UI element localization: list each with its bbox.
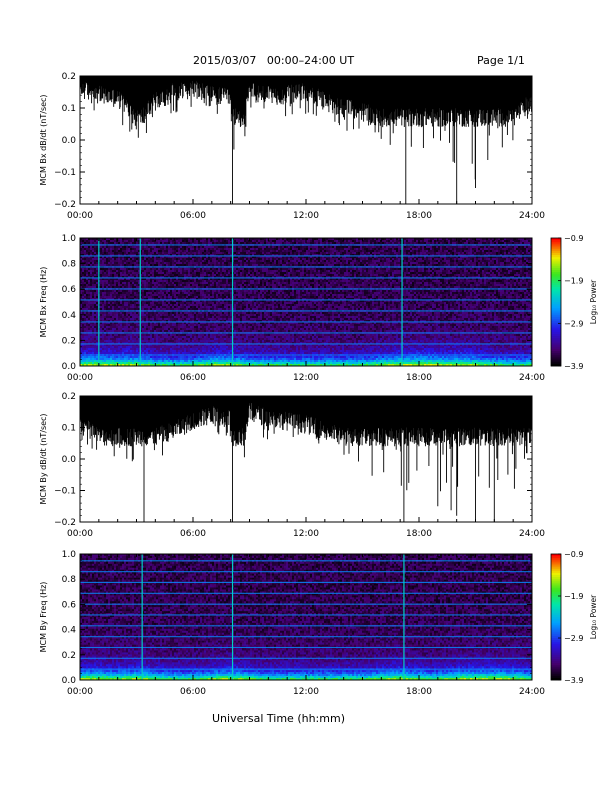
- panel-bx-spectrogram: −0.9 −1.9 −2.9 −3.9 Log₁₀ Power 00:00 06:00 12:…: [39, 234, 598, 383]
- waveform-path: [80, 73, 532, 204]
- x-tick-label: 24:00: [519, 687, 545, 697]
- y-tick-label: 0.4: [62, 626, 77, 636]
- x-tick-label: 18:00: [406, 373, 432, 383]
- waveform-path: [80, 393, 532, 522]
- y-tick-label: 0.1: [62, 424, 76, 434]
- y-tick-label: 1.0: [62, 550, 77, 560]
- x-tick-label: 00:00: [67, 687, 93, 697]
- y-axis-label: MCM By dB/dt (nT/sec): [39, 413, 48, 504]
- x-tick-label: 12:00: [293, 373, 319, 383]
- y-tick-label: 0.8: [62, 260, 77, 270]
- x-tick-label: 00:00: [67, 529, 93, 539]
- x-tick-label: 06:00: [180, 373, 206, 383]
- y-tick-label: 0.0: [62, 136, 77, 146]
- y-tick-label: 0.0: [62, 676, 77, 686]
- x-axis-label: Universal Time (hh:mm): [212, 712, 345, 725]
- y-tick-label: 0.8: [62, 575, 77, 585]
- x-tick-label: 06:00: [180, 529, 206, 539]
- spectrogram-image: [80, 238, 532, 366]
- y-tick-label: 0.6: [62, 285, 77, 295]
- y-tick-label: 0.2: [62, 651, 76, 661]
- y-tick-label: 0.4: [62, 311, 77, 321]
- colorbar-tick-label: −3.9: [564, 362, 583, 371]
- x-tick-label: 06:00: [180, 211, 206, 221]
- x-tick-label: 12:00: [293, 211, 319, 221]
- y-tick-label: 0.6: [62, 600, 77, 610]
- colorbar: −0.9 −1.9 −2.9 −3.9 Log₁₀ Power: [551, 234, 598, 371]
- y-tick-label: 0.2: [62, 72, 76, 82]
- y-tick-label: −0.1: [54, 487, 76, 497]
- x-tick-label: 00:00: [67, 211, 93, 221]
- figure-canvas: 00:00 06:00 12:00 18:00 24:00 0.2 0.1 0.0 −0.1 −0…: [0, 0, 612, 792]
- colorbar-tick-label: −0.9: [564, 234, 583, 243]
- panel-bx-waveform: 00:00 06:00 12:00 18:00 24:00 0.2 0.1 0.0 −0.1 −0…: [39, 72, 545, 221]
- x-tick-label: 24:00: [519, 211, 545, 221]
- waveform-trace: [80, 73, 532, 204]
- x-tick-label: 18:00: [406, 211, 432, 221]
- x-tick-label: 18:00: [406, 687, 432, 697]
- x-tick-label: 00:00: [67, 373, 93, 383]
- spectrogram-image: [80, 554, 532, 680]
- waveform-trace: [80, 393, 532, 522]
- colorbar-tick-label: −3.9: [564, 676, 583, 685]
- x-tick-label: 06:00: [180, 687, 206, 697]
- x-tick-label: 24:00: [519, 529, 545, 539]
- colorbar-tick-label: −1.9: [564, 277, 583, 286]
- y-axis-label: MCM Bx Freq (Hz): [39, 267, 48, 338]
- panel-by-waveform: 00:00 06:00 12:00 18:00 24:00 0.2 0.1 0.0 −0.1 −0…: [39, 392, 545, 539]
- y-axis-label: MCM By Freq (Hz): [39, 582, 48, 653]
- y-tick-label: 0.1: [62, 104, 76, 114]
- colorbar-tick-label: −2.9: [564, 319, 583, 328]
- panel-by-spectrogram: −0.9 −1.9 −2.9 −3.9 Log₁₀ Power 00:00 06:00 12:…: [39, 550, 598, 697]
- y-tick-label: −0.2: [54, 518, 76, 528]
- y-tick-label: 0.2: [62, 392, 76, 402]
- colorbar-tick-label: −1.9: [564, 592, 583, 601]
- colorbar-tick-label: −0.9: [564, 550, 583, 559]
- colorbar: −0.9 −1.9 −2.9 −3.9 Log₁₀ Power: [551, 550, 598, 685]
- colorbar-label: Log₁₀ Power: [589, 594, 598, 639]
- y-tick-label: −0.1: [54, 168, 76, 178]
- y-tick-label: −0.2: [54, 200, 76, 210]
- y-tick-label: 0.2: [62, 336, 76, 346]
- y-tick-label: 0.0: [62, 455, 77, 465]
- x-tick-label: 18:00: [406, 529, 432, 539]
- y-tick-label: 1.0: [62, 234, 77, 244]
- colorbar-label: Log₁₀ Power: [589, 279, 598, 324]
- x-tick-label: 12:00: [293, 687, 319, 697]
- y-axis-label: MCM Bx dB/dt (nT/sec): [39, 94, 48, 185]
- x-tick-label: 24:00: [519, 373, 545, 383]
- x-tick-label: 12:00: [293, 529, 319, 539]
- colorbar-tick-label: −2.9: [564, 634, 583, 643]
- y-tick-label: 0.0: [62, 362, 77, 372]
